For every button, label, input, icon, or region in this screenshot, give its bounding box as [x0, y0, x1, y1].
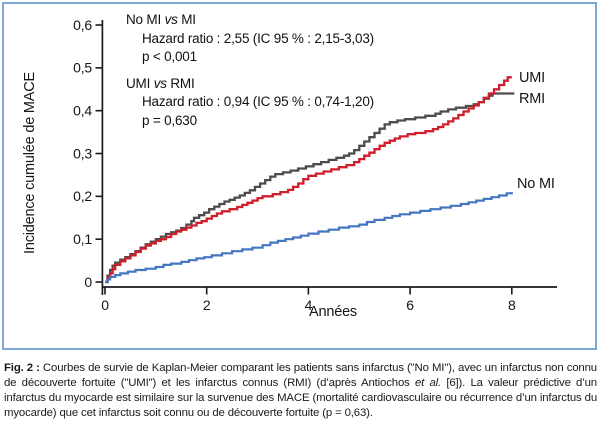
- annotation-title: No MI vs MI: [126, 11, 374, 30]
- hazard-ratio-annotations: No MI vs MI Hazard ratio : 2,55 (IC 95 %…: [126, 11, 374, 138]
- x-tick-label: 0: [101, 297, 109, 313]
- curve-label-rmi: RMI: [519, 91, 545, 107]
- figure-border-box: [2, 2, 597, 350]
- annotation-title: UMI vs RMI: [126, 75, 374, 94]
- x-tick-label: 4: [305, 297, 313, 313]
- y-tick-label: 0,1: [73, 231, 92, 247]
- annotation-no-mi-vs-mi: No MI vs MI Hazard ratio : 2,55 (IC 95 %…: [126, 11, 374, 67]
- hazard-ratio-line: Hazard ratio : 0,94 (IC 95 % : 0,74-1,20…: [142, 94, 374, 109]
- p-value-line: p = 0,630: [142, 112, 197, 128]
- caption-segment: No MI: [126, 12, 165, 27]
- curve-umi: [105, 76, 512, 284]
- caption-segment: UMI: [126, 75, 154, 91]
- x-tick-label: 6: [406, 297, 414, 313]
- curve-label-umi: UMI: [519, 70, 545, 86]
- x-tick-label: 2: [203, 297, 211, 313]
- caption-segment: vs: [153, 75, 167, 91]
- caption-segment: RMI: [166, 75, 195, 91]
- caption-segment: MI: [177, 12, 196, 27]
- p-value-line: p < 0,001: [142, 49, 197, 64]
- hazard-ratio-line: Hazard ratio : 2,55 (IC 95 % : 2,15-3,03…: [142, 30, 374, 46]
- x-tick-label: 8: [508, 297, 516, 313]
- y-tick-label: 0: [84, 274, 92, 290]
- caption-segment: et al.: [414, 377, 442, 390]
- curve-label-no-mi: No MI: [517, 176, 555, 192]
- y-tick-label: 0,4: [73, 102, 92, 118]
- y-tick-label: 0,5: [73, 60, 92, 76]
- caption-segment: vs: [164, 12, 178, 27]
- caption-segment: Fig. 2 :: [4, 362, 40, 374]
- curve-no-mi: [105, 192, 513, 284]
- y-tick-label: 0,2: [73, 188, 92, 204]
- figure-caption: Fig. 2 : Courbes de survie de Kaplan-Mei…: [4, 361, 597, 421]
- caption-segment: [6]). La valeur prédictive d’un infarctu…: [4, 377, 597, 420]
- annotation-umi-vs-rmi: UMI vs RMI Hazard ratio : 0,94 (IC 95 % …: [126, 75, 374, 131]
- y-tick-label: 0,6: [73, 17, 92, 33]
- y-axis-title: Incidence cumulée de MACE: [22, 72, 38, 254]
- caption-segment: Courbes de survie de Kaplan-Meier compar…: [4, 362, 597, 390]
- y-tick-label: 0,3: [73, 145, 92, 161]
- x-axis-title: Années: [309, 304, 357, 320]
